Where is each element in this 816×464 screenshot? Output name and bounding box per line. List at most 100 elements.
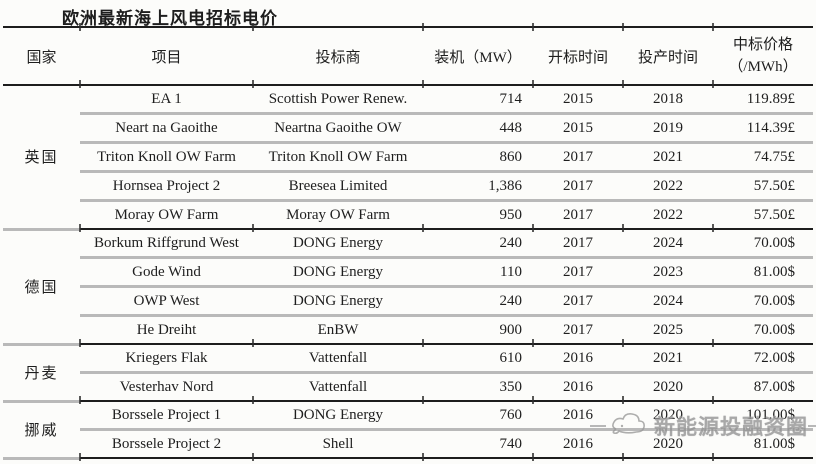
production-year-cell: 2020 (623, 372, 713, 402)
header-country: 国家 (3, 27, 80, 86)
bid-year-cell: 2016 (533, 372, 623, 402)
capacity-cell: 240 (423, 286, 533, 317)
production-year-cell: 2022 (623, 200, 713, 230)
header-bid-time: 开标时间 (533, 27, 623, 86)
capacity-cell: 760 (423, 401, 533, 431)
bid-year-cell: 2016 (533, 401, 623, 431)
table-row: OWP West DONG Energy 240 2017 2024 70.00$ (3, 286, 813, 317)
production-year-cell: 2021 (623, 142, 713, 173)
header-row: 国家 项目 投标商 装机（MW） 开标时间 投产时间 中标价格 （/MWh） (3, 27, 813, 86)
bidder-cell: Moray OW Farm (253, 200, 423, 230)
capacity-cell: 240 (423, 229, 533, 259)
production-year-cell: 2020 (623, 429, 713, 459)
price-cell: 81.00$ (713, 429, 813, 459)
bidder-cell: Scottish Power Renew. (253, 85, 423, 115)
capacity-cell: 740 (423, 429, 533, 459)
table-row: Neart na Gaoithe Neartna Gaoithe OW 448 201… (3, 113, 813, 144)
production-year-cell: 2022 (623, 171, 713, 202)
table-row: Triton Knoll OW Farm Triton Knoll OW Farm… (3, 142, 813, 173)
bidder-cell: DONG Energy (253, 286, 423, 317)
project-cell: Borssele Project 1 (80, 401, 253, 431)
price-cell: 114.39£ (713, 113, 813, 144)
table-body: 英国 EA 1 Scottish Power Renew. 714 2015 2018 11… (3, 85, 813, 460)
country-cell: 挪威 (3, 401, 80, 460)
capacity-cell: 1,386 (423, 171, 533, 202)
bidder-cell: EnBW (253, 315, 423, 345)
table-header: 国家 项目 投标商 装机（MW） 开标时间 投产时间 中标价格 （/MWh） (3, 27, 813, 86)
bid-year-cell: 2015 (533, 85, 623, 115)
price-cell: 74.75£ (713, 142, 813, 173)
table-row: He Dreiht EnBW 900 2017 2025 70.00$ (3, 315, 813, 345)
project-cell: Hornsea Project 2 (80, 171, 253, 202)
bidder-cell: Vattenfall (253, 344, 423, 374)
bidder-cell: DONG Energy (253, 257, 423, 288)
bidder-cell: Breesea Limited (253, 171, 423, 202)
production-year-cell: 2023 (623, 257, 713, 288)
price-cell: 57.50£ (713, 200, 813, 230)
bid-year-cell: 2017 (533, 142, 623, 173)
capacity-cell: 110 (423, 257, 533, 288)
production-year-cell: 2018 (623, 85, 713, 115)
project-cell: OWP West (80, 286, 253, 317)
header-price: 中标价格 （/MWh） (713, 27, 813, 86)
bid-year-cell: 2017 (533, 171, 623, 202)
production-year-cell: 2019 (623, 113, 713, 144)
country-cell: 英国 (3, 85, 80, 231)
capacity-cell: 714 (423, 85, 533, 115)
table-row: 挪威 Borssele Project 1 DONG Energy 760 2016 20… (3, 401, 813, 460)
project-cell: Neart na Gaoithe (80, 113, 253, 144)
price-cell: 70.00$ (713, 315, 813, 345)
project-cell: Moray OW Farm (80, 200, 253, 230)
bid-year-cell: 2017 (533, 229, 623, 259)
header-price-line2: （/MWh） (728, 59, 798, 75)
table-row: Vesterhav Nord Vattenfall 350 2016 2020 87.00… (3, 372, 813, 402)
bid-year-cell: 2016 (533, 429, 623, 459)
table-title: 欧洲最新海上风电招标电价 (62, 9, 278, 28)
bidder-cell: DONG Energy (253, 229, 423, 259)
project-cell: EA 1 (80, 85, 253, 115)
table-row: Borssele Project 2 Shell 740 2016 2020 81.00$ (3, 429, 813, 459)
production-year-cell: 2021 (623, 344, 713, 374)
bid-year-cell: 2017 (533, 286, 623, 317)
bidder-cell: Neartna Gaoithe OW (253, 113, 423, 144)
header-capacity: 装机（MW） (423, 27, 533, 86)
production-year-cell: 2025 (623, 315, 713, 345)
price-cell: 81.00$ (713, 257, 813, 288)
offshore-wind-tender-table: 国家 项目 投标商 装机（MW） 开标时间 投产时间 中标价格 （/MWh） 英… (3, 26, 813, 460)
project-cell: Gode Wind (80, 257, 253, 288)
project-cell: He Dreiht (80, 315, 253, 345)
table-row: Hornsea Project 2 Breesea Limited 1,386 201… (3, 171, 813, 202)
capacity-cell: 610 (423, 344, 533, 374)
production-year-cell: 2024 (623, 286, 713, 317)
table-row: Gode Wind DONG Energy 110 2017 2023 81.00$ (3, 257, 813, 288)
price-cell: 87.00$ (713, 372, 813, 402)
header-project: 项目 (80, 27, 253, 86)
price-cell: 70.00$ (713, 229, 813, 259)
capacity-cell: 950 (423, 200, 533, 230)
price-cell: 57.50£ (713, 171, 813, 202)
bidder-cell: Vattenfall (253, 372, 423, 402)
bid-year-cell: 2017 (533, 315, 623, 345)
table-row: 丹麦 Kriegers Flak Vattenfall 610 2016 2021 72.0… (3, 344, 813, 403)
bid-year-cell: 2015 (533, 113, 623, 144)
country-cell: 德国 (3, 229, 80, 346)
production-year-cell: 2020 (623, 401, 713, 431)
bid-year-cell: 2016 (533, 344, 623, 374)
table-row: Moray OW Farm Moray OW Farm 950 2017 2022 57.… (3, 200, 813, 230)
production-year-cell: 2024 (623, 229, 713, 259)
price-cell: 119.89£ (713, 85, 813, 115)
capacity-cell: 350 (423, 372, 533, 402)
table-row: 德国 Borkum Riffgrund West DONG Energy 240 201… (3, 229, 813, 346)
header-production-time: 投产时间 (623, 27, 713, 86)
bidder-cell: Triton Knoll OW Farm (253, 142, 423, 173)
table-row: 英国 EA 1 Scottish Power Renew. 714 2015 2018 11… (3, 85, 813, 231)
header-bidder: 投标商 (253, 27, 423, 86)
project-cell: Kriegers Flak (80, 344, 253, 374)
bid-year-cell: 2017 (533, 200, 623, 230)
bidder-cell: DONG Energy (253, 401, 423, 431)
project-cell: Borkum Riffgrund West (80, 229, 253, 259)
price-cell: 101.00$ (713, 401, 813, 431)
bidder-cell: Shell (253, 429, 423, 459)
project-cell: Triton Knoll OW Farm (80, 142, 253, 173)
